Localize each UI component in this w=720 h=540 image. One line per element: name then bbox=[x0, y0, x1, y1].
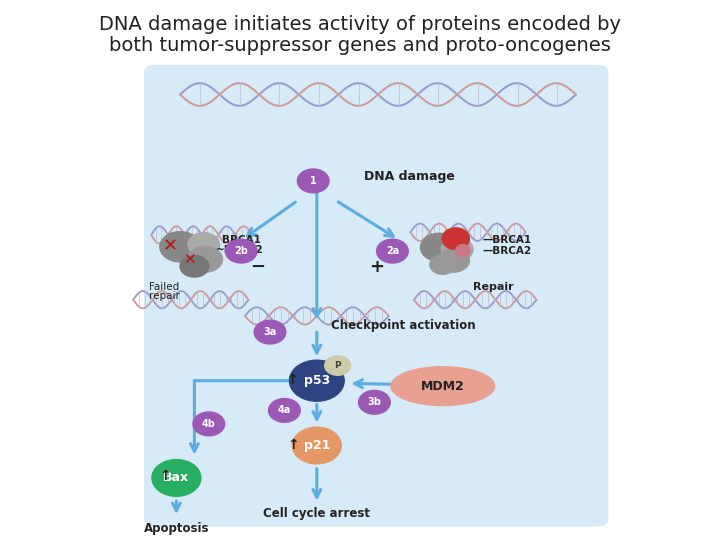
Text: ✕: ✕ bbox=[163, 238, 179, 256]
Text: —BRCA1: —BRCA1 bbox=[482, 235, 531, 245]
Circle shape bbox=[292, 427, 341, 464]
Text: +: + bbox=[369, 258, 384, 276]
Circle shape bbox=[289, 360, 344, 401]
Text: 2a: 2a bbox=[386, 246, 399, 256]
Text: Failed: Failed bbox=[149, 282, 179, 292]
Text: —BRCA2: —BRCA2 bbox=[482, 246, 531, 256]
Text: Bax: Bax bbox=[163, 471, 189, 484]
Text: p53: p53 bbox=[304, 374, 330, 387]
Ellipse shape bbox=[456, 245, 470, 256]
Text: ~BRCA2: ~BRCA2 bbox=[216, 245, 264, 255]
Circle shape bbox=[377, 239, 408, 263]
Circle shape bbox=[152, 460, 201, 496]
Text: BRCA1: BRCA1 bbox=[222, 235, 261, 245]
Text: 4a: 4a bbox=[278, 406, 291, 415]
Circle shape bbox=[359, 390, 390, 414]
Text: ↑: ↑ bbox=[287, 438, 299, 452]
Text: Checkpoint activation: Checkpoint activation bbox=[331, 319, 476, 332]
Text: −: − bbox=[250, 258, 266, 276]
Circle shape bbox=[325, 356, 351, 375]
Circle shape bbox=[193, 412, 225, 436]
Circle shape bbox=[188, 233, 220, 256]
Circle shape bbox=[438, 248, 469, 272]
FancyBboxPatch shape bbox=[144, 65, 608, 526]
Text: 4b: 4b bbox=[202, 419, 216, 429]
Text: both tumor-suppressor genes and proto-oncogenes: both tumor-suppressor genes and proto-on… bbox=[109, 36, 611, 56]
Text: Cell cycle arrest: Cell cycle arrest bbox=[264, 507, 370, 519]
Text: MDM2: MDM2 bbox=[421, 380, 464, 393]
Circle shape bbox=[160, 232, 200, 262]
Circle shape bbox=[441, 238, 473, 261]
Text: p21: p21 bbox=[304, 439, 330, 452]
Circle shape bbox=[430, 255, 456, 274]
Text: 3a: 3a bbox=[264, 327, 276, 337]
Text: DNA damage initiates activity of proteins encoded by: DNA damage initiates activity of protein… bbox=[99, 15, 621, 34]
Circle shape bbox=[420, 233, 458, 261]
Circle shape bbox=[225, 239, 257, 263]
Text: ✕: ✕ bbox=[183, 252, 196, 267]
Circle shape bbox=[188, 246, 222, 272]
Text: 2b: 2b bbox=[234, 246, 248, 256]
Text: Apoptosis: Apoptosis bbox=[144, 522, 209, 535]
Text: ↑: ↑ bbox=[287, 373, 298, 387]
Text: 3b: 3b bbox=[367, 397, 382, 407]
Text: repair: repair bbox=[149, 291, 179, 301]
Ellipse shape bbox=[391, 367, 495, 406]
Text: ↑: ↑ bbox=[160, 469, 171, 483]
Text: P: P bbox=[334, 361, 341, 370]
Circle shape bbox=[297, 169, 329, 193]
Circle shape bbox=[254, 320, 286, 344]
Text: 1: 1 bbox=[310, 176, 317, 186]
Text: Repair: Repair bbox=[473, 282, 513, 292]
Ellipse shape bbox=[442, 228, 469, 249]
Circle shape bbox=[180, 255, 209, 277]
Text: DNA damage: DNA damage bbox=[364, 170, 454, 183]
Circle shape bbox=[269, 399, 300, 422]
